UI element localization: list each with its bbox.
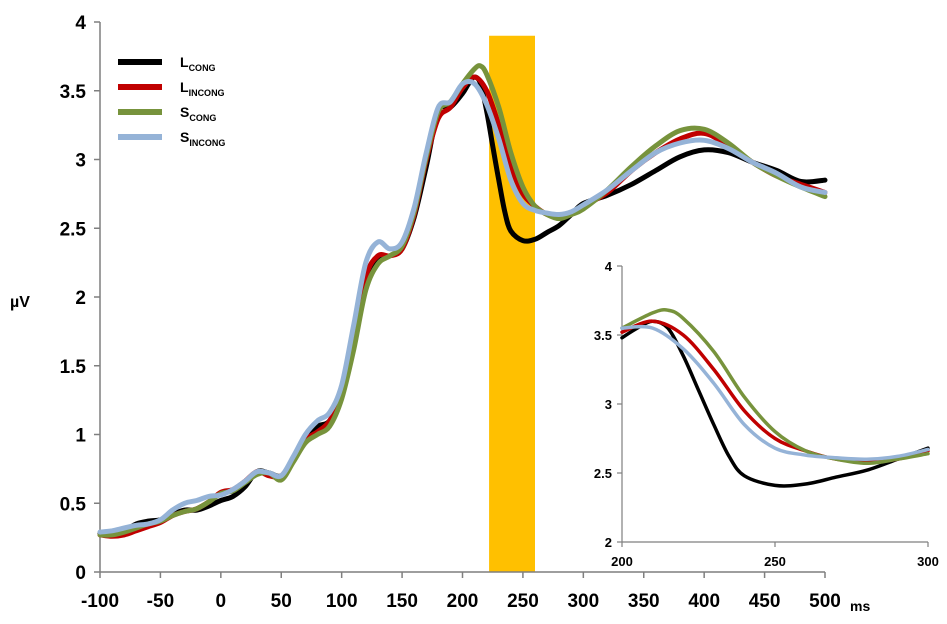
x-tick-label: 500	[809, 591, 841, 612]
x-tick-label: 150	[386, 591, 418, 612]
x-tick-label: -100	[81, 591, 119, 612]
inset-y-tick-label: 4	[605, 259, 613, 274]
main-axes	[94, 21, 826, 578]
inset-axes	[617, 265, 929, 547]
legend-label: LCONG	[180, 54, 216, 73]
inset-y-tick-label: 2	[605, 535, 612, 550]
x-tick-label: -50	[147, 591, 174, 612]
inset-y-tick-label: 3.5	[594, 328, 612, 343]
main-tick-labels: 0 0.5 1 1.5 2 2.5 3 3.5 4 -100 -50 0 50 100 150 200 250 3…	[60, 13, 841, 612]
inset-series-line	[620, 308, 930, 466]
x-tick-label: 400	[688, 591, 720, 612]
x-tick-label: 50	[271, 591, 292, 612]
inset-plot-lines	[620, 308, 930, 488]
series-line	[97, 78, 828, 535]
legend-label: SINCONG	[180, 129, 225, 148]
x-axis-unit: ms	[850, 598, 870, 614]
y-tick-label: 0.5	[60, 494, 87, 515]
inset-y-tick-label: 2.5	[594, 466, 612, 481]
x-tick-label: 0	[216, 591, 227, 612]
y-tick-label: 1	[75, 426, 86, 447]
x-tick-label: 200	[447, 591, 479, 612]
inset-chart: 2 2.5 3 3.5 4 200 250 300	[594, 259, 939, 569]
inset-tick-labels: 2 2.5 3 3.5 4 200 250 300	[594, 259, 939, 569]
y-tick-label: 2.5	[60, 219, 87, 240]
x-tick-label: 300	[567, 591, 599, 612]
x-tick-label: 350	[628, 591, 660, 612]
y-tick-label: 3	[75, 151, 86, 172]
legend-label: LINCONG	[180, 79, 225, 98]
y-tick-label: 1.5	[60, 357, 87, 378]
y-axis-label: µV	[10, 294, 30, 311]
inset-x-tick-label: 250	[764, 554, 786, 569]
legend: LCONG LINCONG SCONG SINCONG	[118, 54, 225, 148]
main-plot-lines	[97, 63, 828, 539]
x-tick-label: 450	[749, 591, 781, 612]
inset-background	[622, 266, 928, 542]
y-tick-label: 0	[75, 563, 86, 584]
inset-series-line	[620, 324, 930, 461]
x-tick-label: 100	[326, 591, 358, 612]
y-tick-label: 3.5	[60, 82, 87, 103]
inset-x-tick-label: 200	[611, 554, 633, 569]
y-tick-label: 4	[75, 13, 86, 34]
x-tick-label: 250	[507, 591, 539, 612]
y-tick-label: 2	[75, 288, 86, 309]
inset-x-tick-label: 300	[917, 554, 939, 569]
legend-label: SCONG	[180, 104, 216, 123]
inset-y-tick-label: 3	[605, 397, 612, 412]
